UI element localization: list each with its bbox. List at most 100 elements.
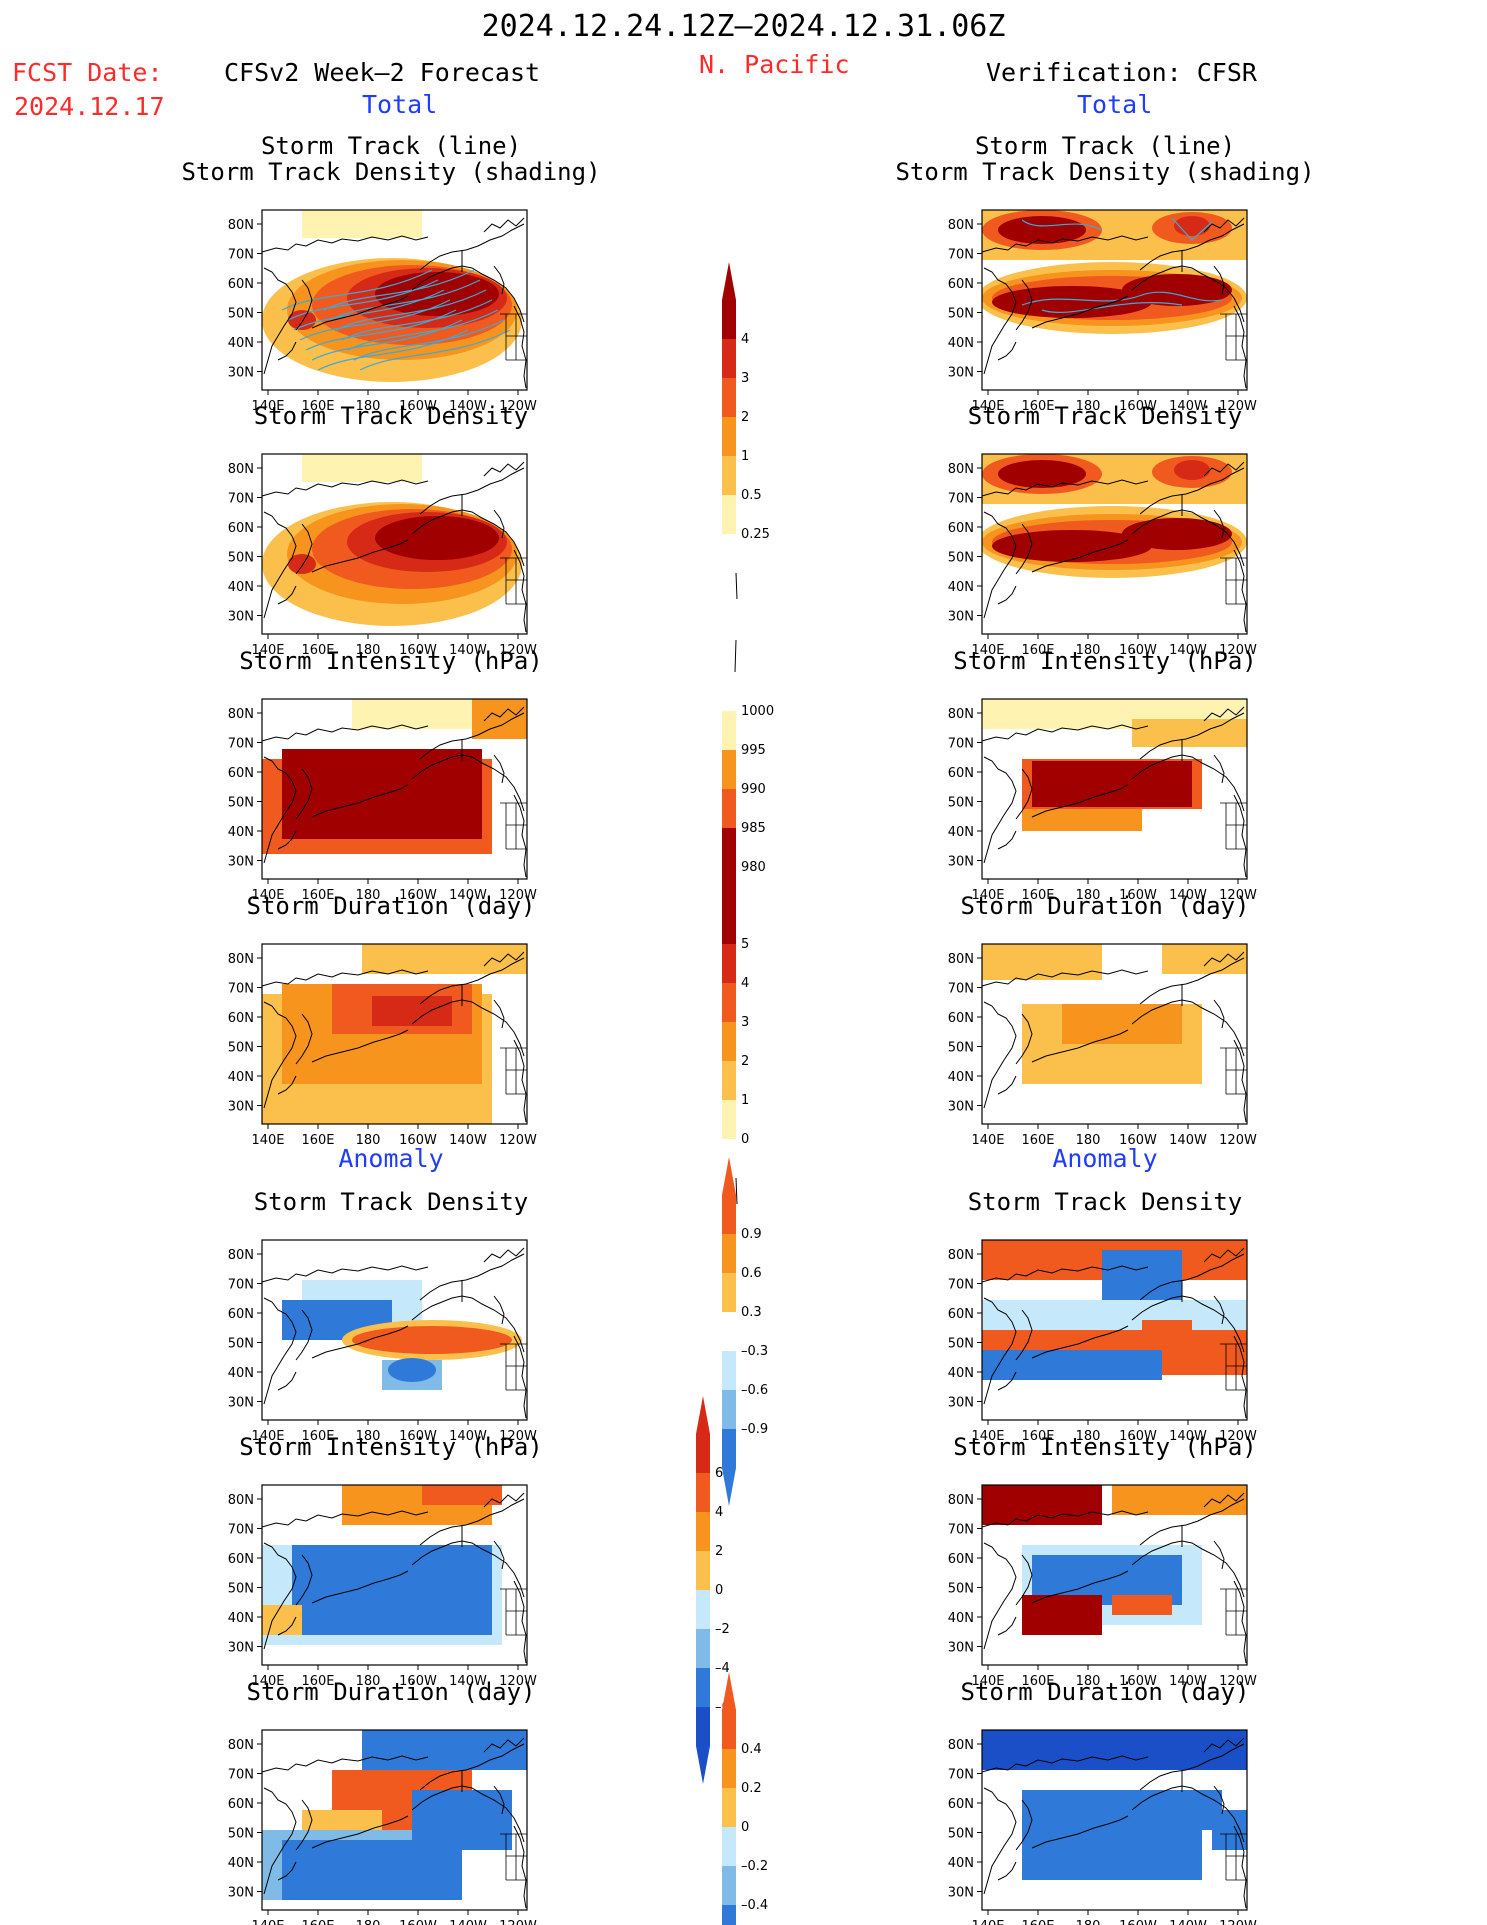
colorbar-label: 990 [741, 782, 766, 797]
colorbar-label: 0.9 [741, 1227, 762, 1242]
shading-field [982, 699, 1247, 831]
lat-tick-label: 40N [228, 825, 254, 840]
lon-tick-label: 160E [1021, 1919, 1054, 1925]
title-duration-left: Storm Duration (day) [246, 892, 536, 920]
map-panel-r-dens: 80N 70N 60N 50N 40N 30N 140E 160E 180 160W 140W 120… [948, 453, 1257, 658]
map-panel-r-int: 80N 70N 60N 50N 40N 30N 140E 160E 180 160W 140W 120… [948, 698, 1257, 903]
lat-tick-label: 50N [228, 1337, 254, 1352]
lat-tick-label: 40N [948, 1611, 974, 1626]
lat-tick-label: 70N [948, 1278, 974, 1293]
title-density-anom-right: Storm Track Density [967, 1188, 1243, 1216]
panel-frame [261, 1729, 528, 1911]
map-panel-l-ianom: 80N 70N 60N 50N 40N 30N 140E 160E 180 160W 140W 120… [228, 1484, 537, 1689]
shading-field [262, 454, 522, 626]
lat-tick-label: 30N [228, 366, 254, 381]
colorbar-intensity-total: 1000 995 990 985 980 [722, 672, 774, 906]
lon-tick-label: 160E [301, 399, 334, 414]
panel-frame [261, 943, 528, 1125]
lon-tick-label: 140E [251, 399, 284, 414]
colorbar-tail [734, 639, 737, 673]
lat-tick-label: 50N [948, 551, 974, 566]
title-density-anom-left: Storm Track Density [253, 1188, 529, 1216]
colorbar-arrow [722, 906, 736, 944]
region-label: N. Pacific [699, 50, 850, 79]
left-column-title: CFSv2 Week–2 Forecast [224, 58, 541, 87]
colorbar-label: 985 [741, 821, 766, 836]
panel-frame [261, 1484, 528, 1666]
lon-tick-label: 120W [1219, 1133, 1257, 1148]
map-panel-l-danom: 80N 70N 60N 50N 40N 30N 140E 160E 180 160W 140W 120… [228, 1239, 537, 1444]
lon-tick-label: 140W [449, 399, 487, 414]
colorbar-label: –4 [715, 1661, 730, 1676]
lat-tick-label: 40N [228, 1856, 254, 1871]
lat-tick-label: 30N [948, 1100, 974, 1115]
lon-tick-label: 160W [399, 399, 437, 414]
lat-tick-label: 80N [228, 952, 254, 967]
colorbar-label: 4 [741, 976, 749, 991]
lat-tick-label: 70N [228, 492, 254, 507]
lon-tick-label: 160E [1021, 643, 1054, 658]
map-panel-l-int: 80N 70N 60N 50N 40N 30N 140E 160E 180 160W 140W 120… [228, 698, 537, 903]
lat-tick-label: 50N [228, 1827, 254, 1842]
lon-tick-label: 180 [356, 1919, 381, 1925]
title-intensity-anom-right: Storm Intensity (hPa) [953, 1433, 1257, 1461]
lat-tick-label: 70N [948, 1523, 974, 1538]
lon-tick-label: 140E [971, 399, 1004, 414]
colorbar-label: 1 [741, 449, 749, 464]
colorbar-label: 1000 [741, 704, 774, 719]
colorbar-label: 995 [741, 743, 766, 758]
title-density-left: Storm Track Density [253, 402, 529, 430]
lat-tick-label: 40N [228, 1611, 254, 1626]
lat-tick-label: 80N [228, 1738, 254, 1753]
panel-frame [981, 943, 1248, 1125]
lon-tick-label: 140E [971, 1429, 1004, 1444]
panel-frame [261, 1239, 528, 1421]
lat-tick-label: 70N [228, 248, 254, 263]
lon-tick-label: 140E [971, 1133, 1004, 1148]
lon-tick-label: 140W [1169, 1133, 1207, 1148]
colorbar-label: 3 [741, 1015, 749, 1030]
shading-field [262, 210, 522, 382]
colorbar-label: 0 [715, 1583, 723, 1598]
colorbar-label: 4 [715, 1505, 723, 1520]
lon-tick-label: 140E [251, 643, 284, 658]
lat-tick-label: 80N [948, 707, 974, 722]
colorbar-label: –0.6 [741, 1383, 768, 1398]
colorbar-label: 3 [741, 371, 749, 386]
lat-tick-label: 60N [948, 766, 974, 781]
colorbar-label: 0.25 [741, 527, 770, 542]
lat-tick-label: 40N [948, 825, 974, 840]
lon-tick-label: 160W [399, 1429, 437, 1444]
lon-tick-label: 160W [399, 888, 437, 903]
lon-tick-label: 120W [1219, 888, 1257, 903]
lon-tick-label: 140W [1169, 1919, 1207, 1925]
lat-tick-label: 30N [228, 855, 254, 870]
panel-frame [981, 1239, 1248, 1421]
shading-field [982, 454, 1247, 578]
lon-tick-label: 120W [1219, 399, 1257, 414]
lon-tick-label: 140E [971, 1674, 1004, 1689]
map-panel-l-duranom: 80N 70N 60N 50N 40N 30N 140E 160E 180 160W 140W 120… [228, 1729, 537, 1925]
lon-tick-label: 140E [971, 643, 1004, 658]
lon-tick-label: 160W [1119, 1133, 1157, 1148]
lon-tick-label: 140W [449, 1133, 487, 1148]
lon-tick-label: 160E [301, 888, 334, 903]
colorbar-duration-anom: 0.4 0.2 0 –0.2 –0.4 [722, 1672, 768, 1925]
lon-tick-label: 120W [1219, 1674, 1257, 1689]
lat-tick-label: 60N [948, 1552, 974, 1567]
lat-tick-label: 30N [948, 610, 974, 625]
map-panel-r-duranom: 80N 70N 60N 50N 40N 30N 140E 160E 180 160W 140W 120… [948, 1729, 1257, 1925]
fcst-date-label: FCST Date: [12, 58, 163, 87]
storm-track-lines [281, 269, 511, 371]
lon-tick-label: 140W [449, 643, 487, 658]
lat-tick-label: 30N [948, 855, 974, 870]
shading-field [262, 1730, 527, 1900]
colorbar-label: 2 [741, 1054, 749, 1069]
lat-tick-label: 80N [948, 462, 974, 477]
lat-tick-label: 30N [228, 1396, 254, 1411]
lon-tick-label: 120W [499, 643, 537, 658]
lat-tick-label: 40N [948, 1366, 974, 1381]
lat-tick-label: 40N [228, 1366, 254, 1381]
title-track-shading-right: Storm Track Density (shading) [895, 158, 1315, 186]
lon-tick-label: 140E [251, 1919, 284, 1925]
